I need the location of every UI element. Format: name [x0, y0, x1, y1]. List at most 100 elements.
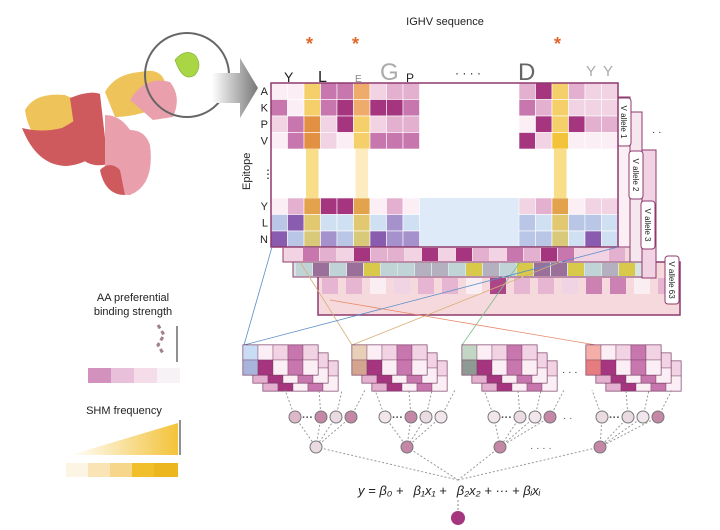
- feature-node: [288, 410, 302, 424]
- heatmap-cell: [506, 344, 523, 361]
- shm-column-highlight: [355, 149, 368, 198]
- heatmap-cell: [287, 344, 304, 361]
- heatmap-cell: [535, 132, 553, 150]
- heatmap-cell: [320, 82, 338, 100]
- edge: [457, 446, 601, 481]
- heatmap-cell: [476, 359, 493, 376]
- heatmap-cell: [242, 344, 259, 361]
- heatmap-cell: [369, 99, 387, 117]
- heatmap-cell: [320, 230, 338, 248]
- heatmap-cell: [601, 197, 619, 215]
- heatmap-cell: [402, 214, 420, 232]
- heatmap-cell: [601, 82, 619, 100]
- residue-label: A: [261, 86, 269, 98]
- heatmap-cell: [535, 197, 553, 215]
- heatmap-cell: [601, 214, 619, 232]
- heatmap-cell: [272, 359, 289, 376]
- heatmap-cell: [287, 132, 305, 150]
- feature-node: [344, 410, 358, 424]
- output-node: [451, 511, 465, 525]
- heatmap-cell: [381, 263, 397, 276]
- heatmap-cell: [418, 278, 434, 294]
- heatmap-cell: [351, 359, 368, 376]
- heatmap-cell: [402, 82, 420, 100]
- heatmap-cell: [336, 82, 354, 100]
- residue-label: Y: [261, 201, 269, 213]
- heatmap-cell: [456, 248, 472, 261]
- heatmap-cell: [369, 132, 387, 150]
- heatmap-cell: [592, 248, 608, 261]
- heatmap-cell: [615, 359, 632, 376]
- heatmap-cell: [473, 248, 489, 261]
- heatmap-cell: [461, 359, 478, 376]
- feature-node: [528, 410, 542, 424]
- heatmap-cell: [320, 99, 338, 117]
- connector-line: [329, 299, 597, 346]
- heatmap-cell: [619, 263, 635, 276]
- heatmap-cell: [369, 214, 387, 232]
- heatmap-cell: [370, 278, 386, 294]
- heatmap-cell: [514, 278, 530, 294]
- equation-term: β₁x₁ +: [412, 483, 447, 498]
- heatmap-cell: [296, 263, 312, 276]
- heatmap-cell: [518, 115, 536, 133]
- heatmap-cell: [609, 248, 625, 261]
- heatmap-cell: [330, 263, 346, 276]
- edge: [599, 416, 644, 448]
- heatmap-cell: [320, 115, 338, 133]
- shm-frequency-scale: [66, 420, 181, 477]
- shm-asterisks: * * *: [306, 34, 561, 54]
- heatmap-cell: [568, 263, 584, 276]
- heatmap-cell: [303, 115, 321, 133]
- heatmap-cell: [568, 230, 586, 248]
- heatmap-cell: [422, 248, 438, 261]
- residue-label: N: [260, 234, 268, 246]
- connector-line: [299, 261, 353, 346]
- heatmap-cell: [303, 248, 319, 261]
- equation-equals: =: [365, 483, 380, 498]
- heatmap-cell: [568, 214, 586, 232]
- connector-line: [461, 261, 521, 346]
- shm-legend-title: SHM frequency: [86, 405, 162, 417]
- heatmap-cell: [270, 82, 288, 100]
- heatmap-cell: [336, 197, 354, 215]
- heatmap-cell: [568, 82, 586, 100]
- edge: [599, 416, 659, 448]
- heatmap-cell: [584, 197, 602, 215]
- heatmap-cell: [287, 82, 305, 100]
- heatmap-cell: [483, 263, 499, 276]
- equation-term: β₂x₂ + ··· + βᵢxᵢ: [456, 483, 541, 498]
- heatmap-cell: [562, 278, 578, 294]
- edge: [406, 416, 442, 448]
- heatmap-cell: [402, 99, 420, 117]
- heatmap-cell: [303, 214, 321, 232]
- heatmap-cell: [601, 132, 619, 150]
- heatmap-cell: [336, 230, 354, 248]
- shm-column-highlight: [306, 149, 319, 198]
- groups-ellipsis: · · ·: [562, 367, 578, 378]
- ighv-sequence-title: IGHV sequence: [406, 16, 484, 28]
- residue-label: P: [261, 119, 268, 131]
- heatmap-cell: [584, 214, 602, 232]
- binding-strength-scale: [88, 324, 180, 383]
- heatmap-cell: [634, 278, 650, 294]
- heatmap-cell: [518, 82, 536, 100]
- heatmap-cell: [287, 214, 305, 232]
- node-ellipsis: ···: [302, 412, 313, 424]
- asterisk: *: [306, 34, 313, 54]
- feature-node: [636, 410, 650, 424]
- heatmap-cell: [449, 263, 465, 276]
- node-ellipsis: ···: [501, 412, 512, 424]
- heatmap-cell: [551, 115, 569, 133]
- heatmap-cell: [242, 359, 259, 376]
- heatmap-cell: [521, 359, 538, 376]
- heatmap-cell: [518, 214, 536, 232]
- binding-legend-title-line1: AA preferential: [97, 292, 169, 304]
- heatmap-cell: [402, 132, 420, 150]
- heatmap-cell: [369, 82, 387, 100]
- heatmap-cell: [272, 344, 289, 361]
- heatmap-cell: [313, 263, 329, 276]
- heatmap-cell: [381, 359, 398, 376]
- binding-legend-title-line2: binding strength: [94, 306, 172, 318]
- heatmap-cell: [535, 230, 553, 248]
